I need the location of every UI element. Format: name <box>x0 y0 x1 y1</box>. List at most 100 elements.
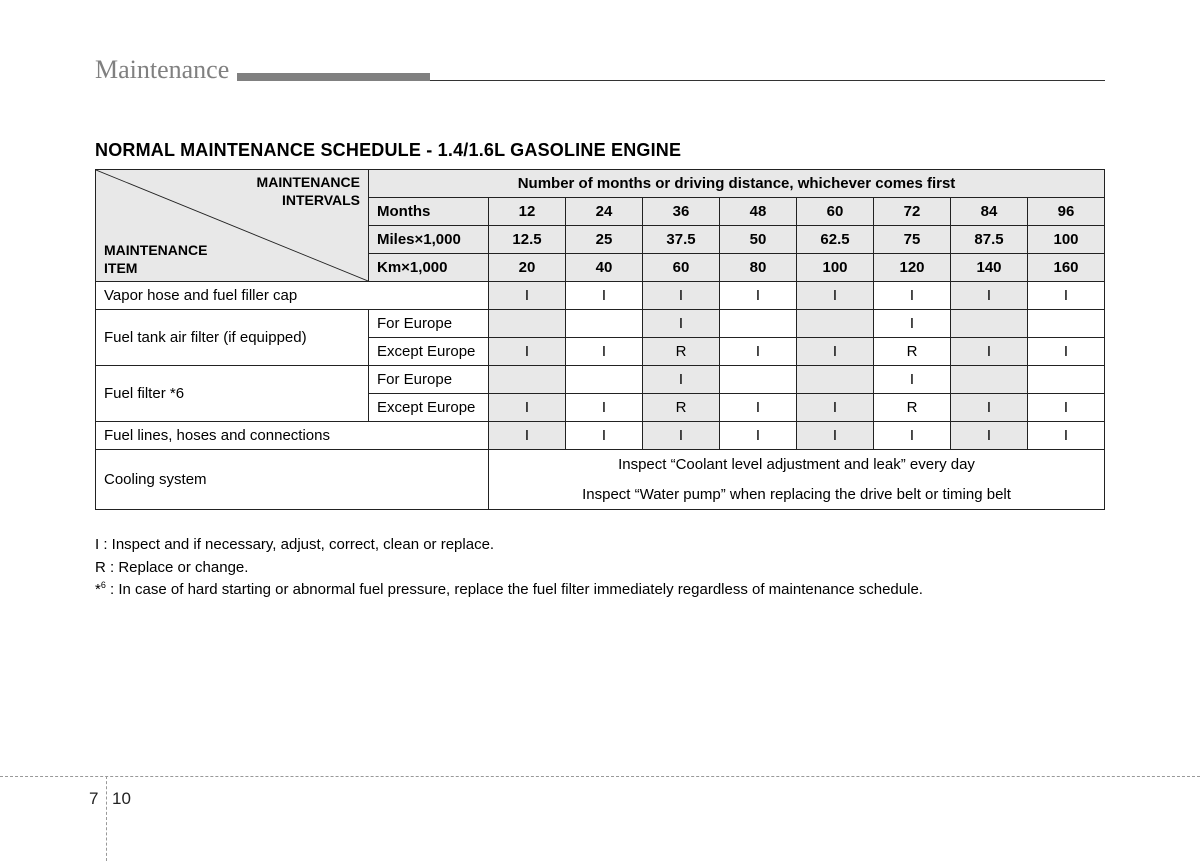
unit-val: 60 <box>643 254 720 282</box>
unit-val: 25 <box>566 226 643 254</box>
page-chapter: 7 <box>89 789 98 809</box>
unit-val: 100 <box>797 254 874 282</box>
val: I <box>797 394 874 422</box>
val: R <box>643 394 720 422</box>
page-number: 10 <box>112 789 131 809</box>
unit-val: 12 <box>489 198 566 226</box>
val: I <box>874 282 951 310</box>
sub-label: For Europe <box>369 310 489 338</box>
val: I <box>797 422 874 450</box>
unit-val: 36 <box>643 198 720 226</box>
sub-label: Except Europe <box>369 338 489 366</box>
legend-line: I : Inspect and if necessary, adjust, co… <box>95 534 1105 557</box>
val: I <box>951 338 1028 366</box>
val: I <box>951 422 1028 450</box>
val: I <box>951 282 1028 310</box>
page-title: Maintenance <box>95 55 237 85</box>
val: I <box>874 366 951 394</box>
val: I <box>797 282 874 310</box>
unit-label: Months <box>369 198 489 226</box>
val: I <box>1028 422 1105 450</box>
unit-val: 84 <box>951 198 1028 226</box>
val: I <box>1028 338 1105 366</box>
fold-line-vertical <box>106 776 107 861</box>
unit-val: 72 <box>874 198 951 226</box>
page-header: Maintenance <box>95 55 1105 85</box>
table-row: Vapor hose and fuel filler cap I I I I I… <box>96 282 1105 310</box>
fold-line-horizontal <box>0 776 1200 777</box>
item-text: Fuel filter *6 <box>104 385 184 402</box>
val: I <box>1028 394 1105 422</box>
val <box>566 366 643 394</box>
unit-val: 120 <box>874 254 951 282</box>
val: I <box>874 422 951 450</box>
val: I <box>566 338 643 366</box>
val: I <box>720 282 797 310</box>
val <box>489 310 566 338</box>
val: I <box>566 422 643 450</box>
unit-val: 140 <box>951 254 1028 282</box>
unit-val: 40 <box>566 254 643 282</box>
val: R <box>874 338 951 366</box>
cooling-line-1: Inspect “Coolant level adjustment and le… <box>489 450 1105 480</box>
unit-val: 24 <box>566 198 643 226</box>
table-row: Cooling system Inspect “Coolant level ad… <box>96 450 1105 480</box>
unit-val: 62.5 <box>797 226 874 254</box>
val: I <box>720 422 797 450</box>
val <box>720 366 797 394</box>
item-label: Vapor hose and fuel filler cap <box>96 282 489 310</box>
val: I <box>720 394 797 422</box>
val <box>489 366 566 394</box>
val: I <box>489 394 566 422</box>
item-label: Cooling system <box>96 450 489 510</box>
val: R <box>643 338 720 366</box>
unit-val: 48 <box>720 198 797 226</box>
sub-label: For Europe <box>369 366 489 394</box>
unit-val: 75 <box>874 226 951 254</box>
table-row: Fuel lines, hoses and connections I I I … <box>96 422 1105 450</box>
maintenance-table: MAINTENANCE INTERVALS MAINTENANCE ITEM N… <box>95 169 1105 510</box>
val: I <box>489 338 566 366</box>
unit-val: 80 <box>720 254 797 282</box>
unit-val: 50 <box>720 226 797 254</box>
val <box>797 366 874 394</box>
corner-top-2: INTERVALS <box>257 192 360 210</box>
corner-bot-2: ITEM <box>104 260 207 278</box>
legend: I : Inspect and if necessary, adjust, co… <box>95 534 1105 602</box>
corner-bot-1: MAINTENANCE <box>104 242 207 260</box>
val <box>720 310 797 338</box>
section-title: NORMAL MAINTENANCE SCHEDULE - 1.4/1.6L G… <box>95 140 1105 161</box>
item-label: Fuel lines, hoses and connections <box>96 422 489 450</box>
table-row: Fuel filter *6 For Europe I I <box>96 366 1105 394</box>
corner-top-1: MAINTENANCE <box>257 174 360 192</box>
corner-cell: MAINTENANCE INTERVALS MAINTENANCE ITEM <box>96 170 369 282</box>
unit-val: 87.5 <box>951 226 1028 254</box>
val: I <box>643 310 720 338</box>
cooling-line-2: Inspect “Water pump” when replacing the … <box>489 480 1105 510</box>
val: I <box>489 282 566 310</box>
unit-val: 37.5 <box>643 226 720 254</box>
legend-line: R : Replace or change. <box>95 557 1105 580</box>
unit-val: 100 <box>1028 226 1105 254</box>
val: I <box>643 422 720 450</box>
val: I <box>1028 282 1105 310</box>
sub-label: Except Europe <box>369 394 489 422</box>
val: I <box>643 366 720 394</box>
unit-val: 12.5 <box>489 226 566 254</box>
val <box>951 366 1028 394</box>
val <box>951 310 1028 338</box>
header-thick-rule <box>237 73 430 81</box>
unit-val: 20 <box>489 254 566 282</box>
val: I <box>489 422 566 450</box>
unit-label: Miles×1,000 <box>369 226 489 254</box>
val <box>1028 366 1105 394</box>
val: R <box>874 394 951 422</box>
val: I <box>643 282 720 310</box>
legend-line: *6 : In case of hard starting or abnorma… <box>95 579 1105 602</box>
val: I <box>797 338 874 366</box>
val <box>1028 310 1105 338</box>
item-label: Fuel filter *6 <box>96 366 369 422</box>
val: I <box>874 310 951 338</box>
table-row: Fuel tank air filter (if equipped) For E… <box>96 310 1105 338</box>
val <box>797 310 874 338</box>
